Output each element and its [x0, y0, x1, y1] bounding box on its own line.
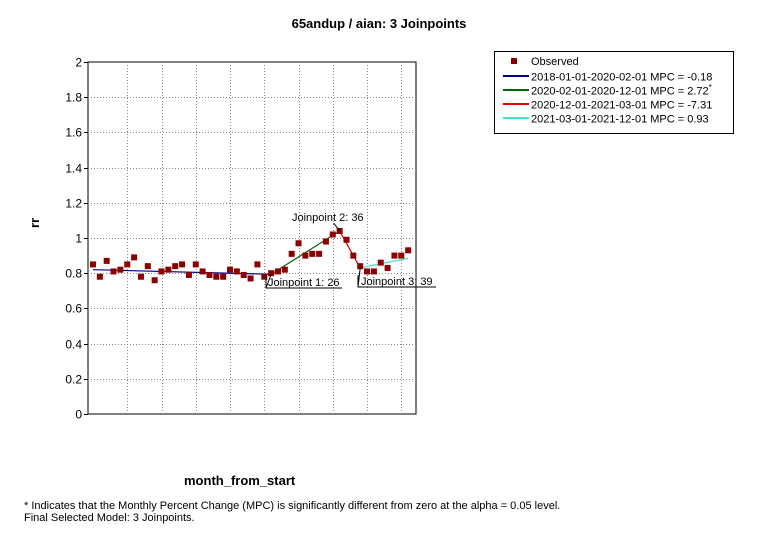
observed-point	[137, 273, 144, 280]
observed-point	[384, 264, 391, 271]
annotation-box	[265, 276, 342, 289]
observed-point	[343, 236, 350, 243]
observed-point	[322, 238, 329, 245]
chart-title: 65andup / aian: 3 Joinpoints	[291, 16, 467, 31]
legend: Observed 2018-01-01-2020-02-01 MPC = -0.…	[494, 51, 734, 134]
y-tick-label: 2	[75, 56, 82, 70]
observed-point	[288, 250, 295, 257]
y-tick-label: 1.8	[65, 91, 82, 105]
y-tick-label: 0.4	[65, 338, 82, 352]
plot-frame	[87, 61, 417, 415]
observed-point	[103, 257, 110, 264]
joinpoint-annotations: Joinpoint 1: 26 Joinpoint 2: 36 Joinpoint …	[265, 212, 436, 289]
y-axis-label: rr	[27, 217, 42, 228]
observed-point	[295, 240, 302, 247]
observed-point	[192, 261, 199, 268]
y-tick-label: 1.2	[65, 197, 82, 211]
legend-label-segment-1: 2018-01-01-2020-02-01 MPC = -0.18	[531, 71, 713, 84]
annotation-box	[357, 275, 436, 288]
legend-item-segment-1: 2018-01-01-2020-02-01 MPC = -0.18	[495, 69, 712, 83]
observed-point	[268, 270, 275, 277]
observed-point	[158, 268, 165, 275]
observed-point	[213, 273, 220, 280]
legend-label-segment-4: 2021-03-01-2021-12-01 MPC = 0.93	[531, 113, 709, 126]
observed-point	[274, 268, 281, 275]
segment-line-3	[339, 230, 361, 269]
observed-point	[281, 266, 288, 273]
observed-point	[370, 268, 377, 275]
observed-point	[377, 259, 384, 266]
annotation-label-joinpoint-3: Joinpoint 3: 39	[361, 276, 433, 288]
observed-point	[96, 273, 103, 280]
observed-point	[206, 271, 213, 278]
observed-point	[179, 261, 186, 268]
observed-point	[172, 263, 179, 270]
observed-point	[240, 271, 247, 278]
observed-point	[309, 250, 316, 257]
observed-point	[350, 252, 357, 259]
observed-point	[199, 268, 206, 275]
observed-point	[131, 254, 138, 261]
observed-point	[165, 266, 172, 273]
observed-point	[124, 261, 131, 268]
y-tick-label: 0.6	[65, 302, 82, 316]
annotation-pointer	[333, 222, 341, 232]
line-swatch-icon	[503, 117, 529, 119]
significance-star: *	[708, 82, 712, 92]
observed-point	[398, 252, 405, 259]
legend-label-observed: Observed	[531, 56, 579, 68]
observed-point	[316, 250, 323, 257]
footnote-model: Final Selected Model: 3 Joinpoints.	[24, 512, 195, 524]
grid-layer	[87, 61, 417, 415]
y-tick-label: 0.8	[65, 267, 82, 281]
footnote: * Indicates that the Monthly Percent Cha…	[24, 500, 560, 524]
observed-point	[185, 271, 192, 278]
line-swatch-icon	[503, 103, 529, 105]
legend-item-observed: Observed	[495, 55, 579, 69]
square-marker-icon	[511, 58, 517, 64]
legend-label-segment-3: 2020-12-01-2021-03-01 MPC = -7.31	[531, 99, 713, 112]
observed-point	[90, 261, 96, 268]
observed-point	[364, 268, 371, 275]
y-tick-label: 0	[75, 408, 82, 422]
legend-item-segment-2: 2020-02-01-2020-12-01 MPC = 2.72*	[495, 83, 712, 97]
observed-point	[329, 231, 336, 238]
line-swatch-icon	[503, 89, 529, 91]
observed-point	[144, 263, 151, 270]
observed-point	[110, 268, 117, 275]
observed-point	[227, 266, 234, 273]
observed-point	[117, 266, 124, 273]
observed-point	[405, 247, 412, 254]
observed-point	[261, 273, 268, 280]
x-axis-label: month_from_start	[184, 473, 296, 488]
observed-point	[254, 261, 261, 268]
annotation-pointer	[265, 274, 272, 289]
observed-point	[357, 263, 364, 270]
legend-item-segment-3: 2020-12-01-2021-03-01 MPC = -7.31	[495, 97, 712, 111]
annotation-label-joinpoint-2: Joinpoint 2: 36	[292, 212, 364, 224]
y-tick-label: 1.6	[65, 126, 82, 140]
y-tick-label: 1.4	[65, 162, 82, 176]
legend-label-segment-2: 2020-02-01-2020-12-01 MPC = 2.72	[531, 85, 709, 98]
y-tick-label: 1	[75, 232, 82, 246]
observed-point	[233, 268, 240, 275]
observed-point	[302, 252, 309, 259]
annotation-label-joinpoint-1: Joinpoint 1: 26	[268, 277, 340, 289]
y-tick-label: 0.2	[65, 373, 82, 387]
segment-line-4	[360, 257, 409, 269]
axis-layer: 0 0.2 0.4 0.6 0.8 1 1.2 1.4 1.6 1.8 2	[65, 56, 88, 422]
line-swatch-icon	[503, 75, 529, 77]
observed-point	[151, 277, 158, 284]
observed-point	[220, 273, 227, 280]
observed-points	[90, 227, 412, 284]
observed-point	[391, 252, 398, 259]
legend-item-segment-4: 2021-03-01-2021-12-01 MPC = 0.93	[495, 111, 709, 125]
observed-point	[247, 275, 254, 282]
footnote-significance: * Indicates that the Monthly Percent Cha…	[24, 500, 561, 512]
